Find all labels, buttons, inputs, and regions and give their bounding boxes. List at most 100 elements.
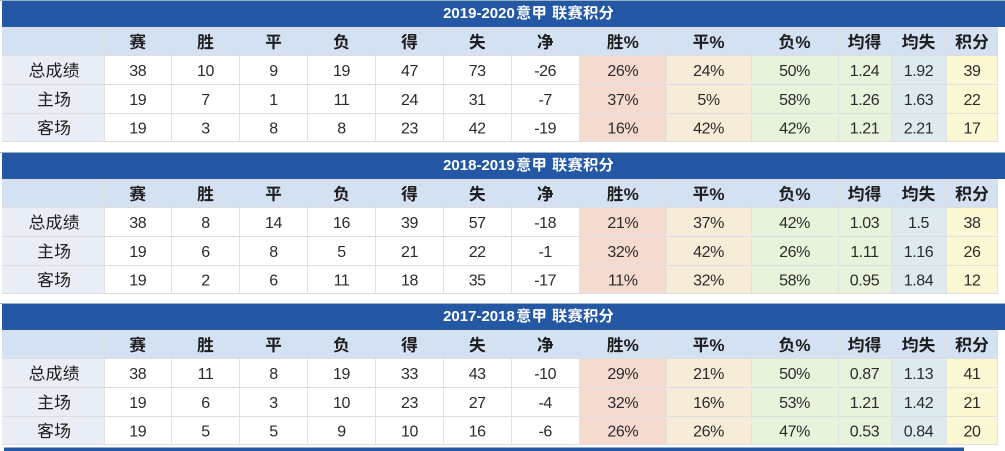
svg-text:73: 73 bbox=[469, 63, 486, 80]
svg-text:2017-2018: 2017-2018 bbox=[443, 308, 515, 325]
svg-text:8: 8 bbox=[269, 366, 278, 383]
svg-text:5%: 5% bbox=[697, 92, 719, 109]
svg-text:19: 19 bbox=[129, 92, 146, 109]
svg-text:24%: 24% bbox=[693, 63, 724, 80]
svg-text:53%: 53% bbox=[779, 395, 810, 412]
svg-text:24: 24 bbox=[401, 92, 418, 109]
svg-text:16: 16 bbox=[469, 423, 486, 440]
svg-text:19: 19 bbox=[129, 395, 146, 412]
svg-text:11%: 11% bbox=[608, 272, 638, 289]
svg-text:42%: 42% bbox=[779, 120, 810, 137]
svg-text:58%: 58% bbox=[779, 92, 810, 109]
svg-text:41: 41 bbox=[964, 366, 981, 383]
svg-text:22: 22 bbox=[964, 92, 981, 109]
svg-text:-6: -6 bbox=[538, 423, 552, 440]
svg-text:47%: 47% bbox=[779, 423, 810, 440]
svg-text:8: 8 bbox=[337, 120, 346, 137]
svg-text:35: 35 bbox=[469, 272, 486, 289]
svg-text:10: 10 bbox=[197, 63, 214, 80]
svg-text:32%: 32% bbox=[607, 244, 638, 261]
svg-text:21%: 21% bbox=[693, 366, 724, 383]
svg-text:16%: 16% bbox=[607, 120, 638, 137]
svg-text:1.11: 1.11 bbox=[850, 244, 879, 261]
svg-text:1.16: 1.16 bbox=[904, 244, 934, 261]
svg-text:23: 23 bbox=[401, 120, 418, 137]
svg-text:0.95: 0.95 bbox=[850, 272, 880, 289]
svg-text:0.87: 0.87 bbox=[850, 366, 880, 383]
svg-text:57: 57 bbox=[469, 215, 486, 232]
svg-text:42%: 42% bbox=[693, 244, 724, 261]
svg-text:-4: -4 bbox=[538, 395, 552, 412]
svg-text:5: 5 bbox=[269, 423, 278, 440]
svg-text:0.84: 0.84 bbox=[904, 423, 934, 440]
svg-text:42%: 42% bbox=[693, 120, 724, 137]
svg-text:50%: 50% bbox=[779, 366, 810, 383]
svg-text:16%: 16% bbox=[693, 395, 724, 412]
svg-text:42%: 42% bbox=[779, 215, 810, 232]
svg-text:12: 12 bbox=[964, 272, 981, 289]
svg-text:43: 43 bbox=[469, 366, 486, 383]
svg-text:21: 21 bbox=[401, 244, 418, 261]
svg-text:23: 23 bbox=[401, 395, 418, 412]
svg-text:8: 8 bbox=[269, 120, 278, 137]
svg-text:1.92: 1.92 bbox=[904, 63, 934, 80]
svg-text:0.53: 0.53 bbox=[850, 423, 880, 440]
svg-text:19: 19 bbox=[129, 120, 146, 137]
svg-text:2: 2 bbox=[201, 272, 210, 289]
svg-text:17: 17 bbox=[964, 120, 981, 137]
svg-text:-10: -10 bbox=[534, 366, 556, 383]
svg-text:5: 5 bbox=[201, 423, 210, 440]
svg-text:38: 38 bbox=[964, 215, 981, 232]
svg-text:1.26: 1.26 bbox=[850, 92, 880, 109]
svg-text:22: 22 bbox=[469, 244, 486, 261]
svg-text:38: 38 bbox=[129, 366, 146, 383]
svg-text:16: 16 bbox=[333, 215, 350, 232]
svg-text:7: 7 bbox=[201, 92, 210, 109]
svg-text:19: 19 bbox=[333, 63, 350, 80]
svg-text:29%: 29% bbox=[607, 366, 638, 383]
svg-text:26%: 26% bbox=[607, 423, 638, 440]
svg-text:32%: 32% bbox=[693, 272, 724, 289]
svg-text:1.03: 1.03 bbox=[850, 215, 880, 232]
svg-text:6: 6 bbox=[269, 272, 278, 289]
svg-text:5: 5 bbox=[337, 244, 346, 261]
svg-text:8: 8 bbox=[269, 244, 278, 261]
svg-text:19: 19 bbox=[129, 272, 146, 289]
svg-text:8: 8 bbox=[201, 215, 210, 232]
svg-text:1: 1 bbox=[269, 92, 278, 109]
svg-text:26%: 26% bbox=[779, 244, 810, 261]
svg-text:21%: 21% bbox=[607, 215, 638, 232]
svg-text:39: 39 bbox=[401, 215, 418, 232]
svg-text:18: 18 bbox=[401, 272, 418, 289]
svg-text:-1: -1 bbox=[538, 244, 552, 261]
svg-text:-17: -17 bbox=[534, 272, 556, 289]
svg-text:1.63: 1.63 bbox=[904, 92, 934, 109]
svg-text:1.13: 1.13 bbox=[904, 366, 934, 383]
svg-text:38: 38 bbox=[129, 63, 146, 80]
svg-text:-7: -7 bbox=[538, 92, 552, 109]
svg-text:10: 10 bbox=[401, 423, 418, 440]
svg-text:1.21: 1.21 bbox=[850, 120, 880, 137]
svg-text:1.5: 1.5 bbox=[908, 215, 930, 232]
svg-text:26: 26 bbox=[964, 244, 981, 261]
svg-text:58%: 58% bbox=[779, 272, 810, 289]
svg-text:37%: 37% bbox=[607, 92, 638, 109]
svg-text:20: 20 bbox=[964, 423, 981, 440]
svg-text:6: 6 bbox=[201, 244, 210, 261]
svg-text:19: 19 bbox=[129, 244, 146, 261]
svg-text:11: 11 bbox=[334, 272, 350, 289]
svg-text:33: 33 bbox=[401, 366, 418, 383]
svg-text:21: 21 bbox=[964, 395, 981, 412]
svg-text:1.24: 1.24 bbox=[850, 63, 880, 80]
svg-text:11: 11 bbox=[334, 92, 350, 109]
svg-text:9: 9 bbox=[269, 63, 278, 80]
svg-text:39: 39 bbox=[964, 63, 981, 80]
svg-text:38: 38 bbox=[129, 215, 146, 232]
svg-text:2.21: 2.21 bbox=[904, 120, 934, 137]
svg-text:1.84: 1.84 bbox=[904, 272, 934, 289]
svg-text:1.21: 1.21 bbox=[850, 395, 880, 412]
svg-text:26%: 26% bbox=[693, 423, 724, 440]
svg-text:6: 6 bbox=[201, 395, 210, 412]
svg-text:37%: 37% bbox=[693, 215, 724, 232]
svg-text:27: 27 bbox=[469, 395, 486, 412]
